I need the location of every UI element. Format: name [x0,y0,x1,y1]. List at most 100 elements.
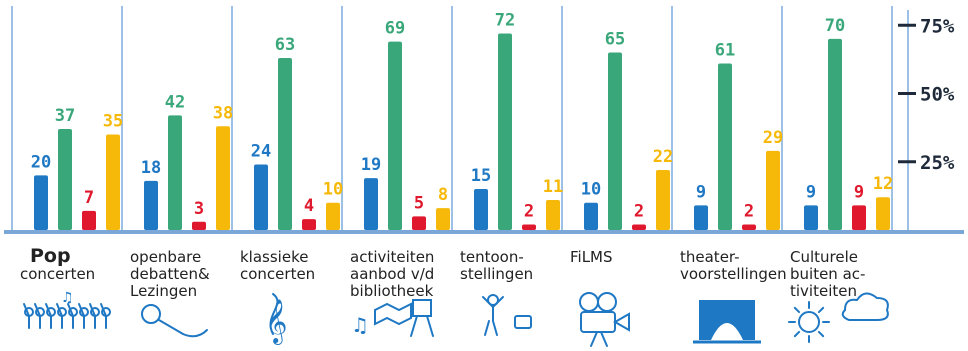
data-label: 29 [763,128,783,148]
category-label-line: klassieke [240,248,308,266]
category-label-line: bibliotheek [350,282,434,300]
y-tick-label: 75% [920,15,955,37]
data-label: 18 [141,158,161,178]
category-label: tentoon-stellingen [460,248,533,283]
bars-group [34,33,890,231]
category-label-line: openbare [130,248,201,266]
data-label: 9 [806,182,816,202]
data-label: 65 [605,30,625,50]
data-label: 70 [825,16,845,36]
category-label-line: concerten [240,265,315,283]
category-label-line: tentoon- [460,248,524,266]
y-tick-label: 50% [920,84,955,106]
stage-curtain-icon [693,300,761,344]
category-label-line: FiLMS [570,248,613,266]
category-label: klassieke concerten [240,248,315,283]
data-label: 10 [323,180,343,200]
film-camera-icon [579,292,630,347]
data-label: 7 [84,188,94,208]
category-dividers [11,6,893,230]
data-label: 2 [634,202,644,222]
data-label: 8 [438,185,448,205]
category-label: FiLMS [570,248,613,266]
data-label: 9 [854,182,864,202]
data-label: 3 [194,199,204,219]
bar [546,199,560,230]
data-label: 69 [385,19,405,39]
y-tick-label: 25% [920,152,955,174]
bar [718,63,732,230]
data-label: 19 [361,155,381,175]
data-label: 2 [524,202,534,222]
bar [254,164,268,230]
category-label-line: stellingen [460,265,533,283]
category-label: activiteiten aanbod v/d bibliotheek [350,248,434,300]
y-axis: 25% 50% 75% [898,10,955,230]
data-label: 4 [304,196,314,216]
bar [302,219,316,230]
bar [742,224,756,230]
bar [388,41,402,230]
sun-cloud-icon [788,292,889,343]
bar [656,169,670,230]
bar [828,38,842,231]
svg-text:♫: ♫ [351,313,369,337]
data-label: 63 [275,35,295,55]
bar [82,210,96,230]
category-label-line: tiviteiten [790,282,857,300]
data-label: 37 [55,106,75,126]
category-label-line: Lezingen [130,282,197,300]
bar [474,189,488,230]
category-label-line: theater- [680,248,740,266]
category-label-line: activiteiten [350,248,434,266]
data-label: 9 [696,182,706,202]
category-label: theater-voorstellingen [680,248,787,283]
category-label-line: debatten& [130,265,210,283]
bar [632,224,646,230]
bar [58,128,72,230]
data-label: 35 [103,111,123,131]
bar [364,178,378,230]
bar [278,58,292,231]
treble-clef-icon: 𝄞 [265,293,287,345]
category-label-line: aanbod v/d [350,265,434,283]
category-icons-group: ♫ 𝄞 ♫ [23,290,889,347]
bar [34,175,48,230]
data-label: 24 [251,141,271,161]
bar [766,150,780,230]
bar [326,202,340,230]
data-label: 42 [165,92,185,112]
data-label: 11 [543,177,563,197]
microphone-icon [141,304,208,338]
bar [192,221,206,230]
category-label-line: voorstellingen [680,265,787,283]
data-label: 20 [31,152,51,172]
data-label: 10 [581,180,601,200]
bar [522,224,536,230]
data-label: 72 [495,10,515,30]
bar [412,216,426,230]
crowd-icon: ♫ [23,290,111,329]
category-label: Culturele buiten ac-tiviteiten [790,248,865,300]
svg-text:♫: ♫ [61,290,74,306]
book-easel-icon: ♫ [351,299,434,337]
category-label-line: concerten [20,265,95,283]
category-label-line: Culturele [790,248,858,266]
data-label: 15 [471,166,491,186]
bar [804,205,818,230]
data-label: 2 [744,202,754,222]
data-label: 12 [873,174,893,194]
data-label: 38 [213,103,233,123]
bar [876,197,890,230]
bar [608,52,622,230]
bar [168,115,182,230]
bar [498,33,512,230]
data-label: 5 [414,193,424,213]
svg-text:𝄞: 𝄞 [265,299,287,345]
category-label-line: Pop [30,245,71,267]
data-label: 61 [715,40,735,60]
statue-icon [482,294,532,336]
